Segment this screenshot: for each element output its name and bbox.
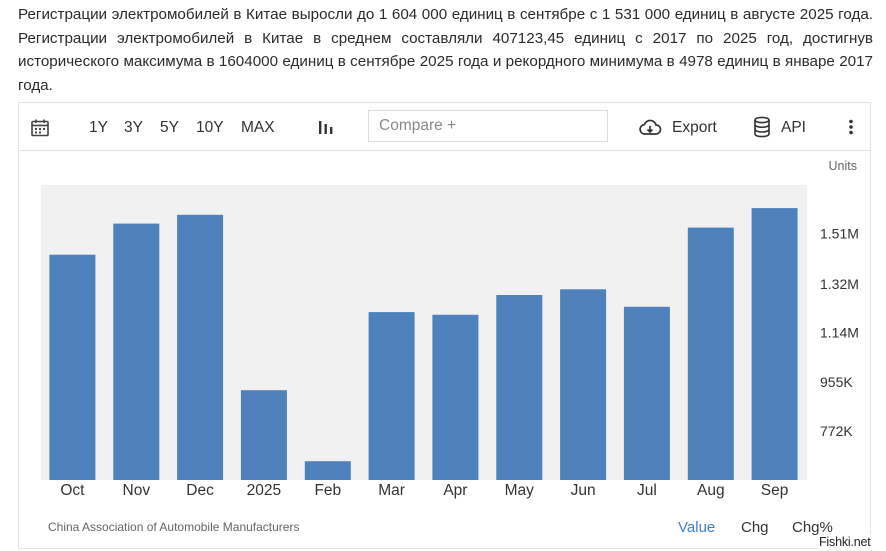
export-button[interactable]: Export [672, 119, 717, 136]
x-tick-label: May [505, 482, 535, 499]
bar-chart-icon[interactable] [318, 118, 334, 136]
chart-panel: 1Y 3Y 5Y 10Y MAX Export API [18, 102, 871, 549]
bar-2025[interactable] [240, 390, 287, 480]
bar-oct[interactable] [49, 254, 96, 480]
kebab-menu-icon[interactable] [848, 119, 854, 135]
bar-nov[interactable] [113, 223, 160, 480]
range-3y-button[interactable]: 3Y [124, 119, 143, 136]
x-tick-label: Jun [571, 482, 596, 499]
bar-dec[interactable] [177, 214, 224, 481]
x-tick-label: Feb [314, 482, 341, 499]
y-tick-label: 1.32M [820, 276, 859, 292]
bar-sep[interactable] [751, 208, 798, 480]
calendar-icon[interactable] [30, 118, 50, 138]
api-button[interactable]: API [781, 119, 806, 136]
x-tick-label: Oct [60, 482, 85, 499]
y-tick-label: 1.14M [820, 325, 859, 341]
chart-description: Регистрации электромобилей в Китае вырос… [18, 6, 873, 94]
y-tick-label: 772K [820, 423, 853, 439]
x-tick-label: Jul [637, 482, 657, 499]
source-label: China Association of Automobile Manufact… [48, 520, 300, 534]
range-10y-button[interactable]: 10Y [196, 119, 224, 136]
view-mode-value-tab[interactable]: Value [678, 519, 716, 536]
watermark: Fishki.net [818, 534, 886, 551]
units-label: Units [829, 159, 857, 173]
x-tick-label: Mar [378, 482, 405, 499]
bar-jun[interactable] [560, 289, 607, 480]
view-mode-chg-tab[interactable]: Chg [741, 519, 769, 536]
x-tick-label: Aug [697, 482, 725, 499]
x-tick-label: Dec [186, 482, 214, 499]
bar-feb[interactable] [304, 461, 351, 480]
cloud-download-icon[interactable] [638, 118, 662, 138]
bar-aug[interactable] [687, 227, 734, 480]
range-1y-button[interactable]: 1Y [89, 119, 108, 136]
x-tick-label: 2025 [247, 482, 281, 499]
x-tick-label: Nov [123, 482, 151, 499]
chart-toolbar: 1Y 3Y 5Y 10Y MAX Export API [19, 103, 870, 151]
bar-jul[interactable] [623, 306, 670, 480]
x-tick-label: Apr [443, 482, 467, 499]
compare-input[interactable] [368, 110, 608, 142]
y-tick-label: 1.51M [820, 225, 859, 241]
range-max-button[interactable]: MAX [241, 119, 275, 136]
range-5y-button[interactable]: 5Y [160, 119, 179, 136]
plot-area [41, 185, 807, 480]
bar-apr[interactable] [432, 314, 479, 480]
bar-mar[interactable] [368, 312, 415, 480]
y-tick-label: 955K [820, 374, 853, 390]
view-mode-chg-percent-tab[interactable]: Chg% [792, 519, 833, 536]
database-icon[interactable] [753, 116, 771, 138]
bar-may[interactable] [496, 295, 543, 480]
x-tick-label: Sep [761, 482, 789, 499]
